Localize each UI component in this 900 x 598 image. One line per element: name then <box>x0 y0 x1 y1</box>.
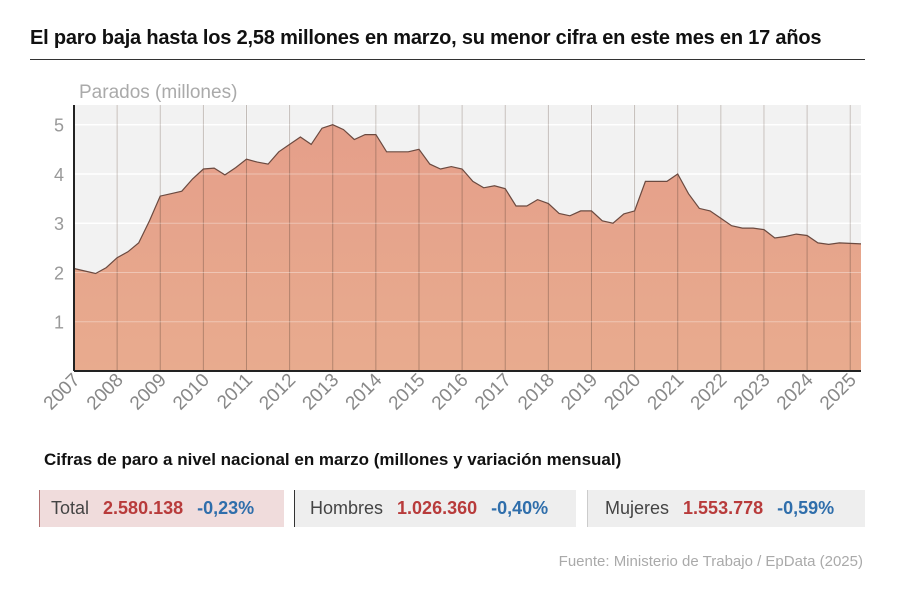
stat-label: Total <box>51 498 90 518</box>
chart-title: El paro baja hasta los 2,58 millones en … <box>30 27 822 49</box>
x-tick-label: 2013 <box>299 370 344 415</box>
x-tick-label: 2024 <box>773 369 818 414</box>
x-tick-label: 2011 <box>213 370 257 414</box>
x-tick-label: 2007 <box>40 370 85 415</box>
series-line <box>73 124 862 275</box>
x-tick-label: 2018 <box>514 370 559 415</box>
x-tick-label: 2014 <box>342 369 387 414</box>
x-tick-label: 2023 <box>730 370 775 415</box>
x-tick-label: 2019 <box>557 370 602 415</box>
x-tick-label: 2020 <box>600 370 645 415</box>
y-tick-label: 2 <box>54 263 64 283</box>
stat-label: Mujeres <box>605 498 670 518</box>
y-tick-label: 4 <box>54 165 64 185</box>
stat-value: 2.580.138 <box>103 498 184 518</box>
stat-variation: -0,40% <box>491 498 549 518</box>
stat-box-hombres: Hombres 1.026.360 -0,40% <box>294 490 576 527</box>
y-axis-label: Parados (millones) <box>79 82 237 103</box>
x-tick-label: 2010 <box>169 370 214 415</box>
stat-variation: -0,59% <box>777 498 835 518</box>
stat-box-total: Total 2.580.138 -0,23% <box>39 490 284 527</box>
y-tick-label: 3 <box>54 214 64 234</box>
x-tick-label: 2017 <box>471 370 516 415</box>
x-tick-label: 2021 <box>644 370 689 415</box>
stat-value: 1.026.360 <box>397 498 478 518</box>
y-tick-label: 1 <box>54 313 64 333</box>
title-divider <box>30 59 865 60</box>
x-tick-label: 2008 <box>83 370 128 415</box>
x-tick-label: 2016 <box>428 370 473 415</box>
x-tick-label: 2022 <box>687 370 732 415</box>
x-tick-label: 2012 <box>255 370 300 415</box>
stat-variation: -0,23% <box>197 498 255 518</box>
x-tick-label: 2025 <box>816 370 861 415</box>
stats-subtitle: Cifras de paro a nivel nacional en marzo… <box>44 450 622 469</box>
x-tick-label: 2015 <box>385 370 430 415</box>
stat-value: 1.553.778 <box>683 498 764 518</box>
y-tick-label: 5 <box>54 116 64 136</box>
stat-box-mujeres: Mujeres 1.553.778 -0,59% <box>587 490 865 527</box>
x-tick-label: 2009 <box>126 370 171 415</box>
source-note: Fuente: Ministerio de Trabajo / EpData (… <box>558 553 863 570</box>
stat-label: Hombres <box>310 498 384 518</box>
area-fill <box>74 124 861 371</box>
